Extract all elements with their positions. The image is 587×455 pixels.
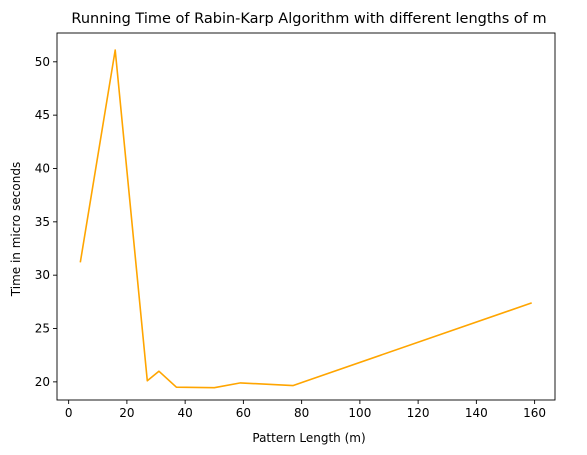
x-tick-label: 140 (465, 406, 488, 420)
series-line-0 (79, 49, 532, 389)
y-tick-label: 35 (35, 215, 50, 229)
x-tick-label: 60 (236, 406, 251, 420)
x-tick-label: 0 (65, 406, 73, 420)
y-tick-label: 50 (35, 55, 50, 69)
x-tick-label: 120 (407, 406, 430, 420)
x-tick-label: 40 (177, 406, 192, 420)
y-tick-label: 45 (35, 108, 50, 122)
y-tick-label: 30 (35, 268, 50, 282)
y-tick-label: 25 (35, 322, 50, 336)
axes-frame (56, 32, 556, 401)
x-tick-label: 160 (523, 406, 546, 420)
x-tick-label: 20 (119, 406, 134, 420)
y-tick-label: 20 (35, 375, 50, 389)
x-axis-label: Pattern Length (m) (252, 431, 365, 445)
chart-title: Running Time of Rabin-Karp Algorithm wit… (71, 11, 546, 27)
x-tick-label: 80 (294, 406, 309, 420)
plot-area: 0 20 40 60 80 100 120 140 160 20 25 30 35 40 45 50 (35, 32, 556, 420)
y-tick-label: 40 (35, 161, 50, 175)
y-axis-label: Time in micro seconds (9, 162, 23, 297)
x-tick-label: 100 (348, 406, 371, 420)
